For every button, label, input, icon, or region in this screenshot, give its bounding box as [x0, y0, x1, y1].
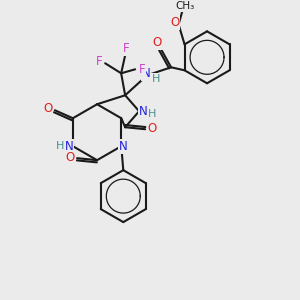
Text: F: F — [139, 63, 146, 76]
Text: O: O — [170, 16, 179, 29]
Text: O: O — [152, 36, 162, 49]
Text: N: N — [139, 105, 148, 118]
Text: N: N — [119, 140, 128, 153]
Text: F: F — [123, 42, 130, 55]
Text: N: N — [142, 67, 151, 80]
Text: O: O — [148, 122, 157, 135]
Text: H: H — [152, 74, 160, 84]
Text: H: H — [148, 109, 156, 119]
Text: O: O — [43, 102, 52, 115]
Text: O: O — [65, 151, 75, 164]
Text: F: F — [96, 55, 103, 68]
Text: H: H — [56, 141, 64, 151]
Text: CH₃: CH₃ — [175, 2, 194, 11]
Text: N: N — [64, 140, 73, 153]
